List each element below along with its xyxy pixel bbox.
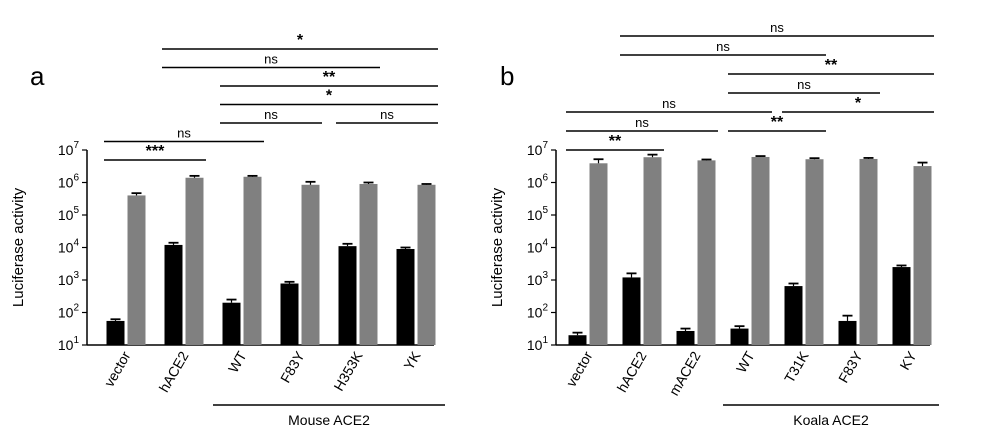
significance-label: ** — [825, 57, 838, 74]
y-tick-label: 101 — [527, 335, 549, 353]
x-tick-label: H353K — [330, 348, 366, 394]
group-label: Koala ACE2 — [793, 412, 869, 428]
bar-mACE2-series-2 — [697, 160, 716, 345]
significance-label: * — [326, 88, 333, 105]
bar-F83Y-series-2 — [301, 184, 320, 345]
bar-T31K-series-1 — [784, 286, 803, 345]
bar-vector-series-2 — [589, 163, 608, 345]
bar-hACE2-series-2 — [185, 177, 204, 345]
bar-hACE2-series-1 — [164, 244, 183, 345]
bar-WT-series-2 — [751, 156, 770, 345]
bar-WT-series-2 — [243, 176, 262, 345]
y-tick-label: 103 — [527, 270, 549, 288]
bar-F83Y-series-1 — [280, 283, 299, 345]
significance-label: ns — [716, 39, 730, 54]
y-tick-label: 106 — [527, 173, 549, 191]
panel-b: b Luciferase activity 101 102 103 104 105 106 10… — [489, 20, 939, 428]
y-axis-label: Luciferase activity — [489, 187, 506, 307]
bar-KY-series-2 — [913, 166, 932, 345]
significance-label: ns — [770, 20, 784, 35]
x-tick-label: T31K — [781, 348, 812, 386]
x-tick-label: vector — [101, 348, 134, 389]
bar-H353K-series-2 — [359, 183, 378, 345]
significance-label: ns — [797, 77, 811, 92]
y-tick-label: 101 — [58, 335, 80, 353]
y-tick-label: 107 — [58, 140, 80, 158]
x-tick-label: WT — [733, 348, 758, 375]
bar-T31K-series-2 — [805, 159, 824, 345]
significance-label: ns — [380, 107, 394, 122]
x-tick-label: F83Y — [835, 348, 866, 386]
significance-label: ** — [609, 133, 622, 150]
y-tick-label: 107 — [527, 140, 549, 158]
x-tick-label: vector — [563, 348, 596, 389]
bar-WT-series-1 — [730, 328, 749, 345]
y-axis-label: Luciferase activity — [10, 187, 27, 307]
y-tick-label: 106 — [58, 173, 80, 191]
significance-label: ns — [635, 115, 649, 130]
x-tick-label: YK — [400, 348, 424, 373]
significance-label: ns — [264, 52, 278, 67]
bar-YK-series-1 — [396, 248, 415, 345]
x-tick-label: WT — [225, 348, 250, 375]
x-tick-label: KY — [896, 348, 920, 373]
significance-label: *** — [146, 143, 165, 160]
bar-vector-series-1 — [106, 320, 125, 345]
panel-label: b — [500, 61, 514, 91]
bar-F83Y-series-1 — [838, 320, 857, 345]
x-tick-label: hACE2 — [156, 348, 192, 395]
significance-label: ** — [323, 69, 336, 86]
significance-label: ns — [177, 126, 191, 141]
bar-KY-series-1 — [892, 267, 911, 345]
group-label: Mouse ACE2 — [288, 412, 370, 428]
x-tick-label: mACE2 — [666, 348, 704, 398]
panel-label: a — [30, 61, 45, 91]
y-tick-label: 105 — [58, 205, 80, 223]
y-tick-label: 105 — [527, 205, 549, 223]
significance-label: ns — [662, 96, 676, 111]
x-tick-label: hACE2 — [614, 348, 650, 395]
bar-F83Y-series-2 — [859, 158, 878, 345]
bar-WT-series-1 — [222, 302, 241, 345]
bar-mACE2-series-1 — [676, 330, 695, 345]
bar-hACE2-series-2 — [643, 157, 662, 345]
bar-vector-series-2 — [127, 195, 146, 345]
y-tick-label: 102 — [58, 303, 80, 321]
y-tick-label: 104 — [58, 238, 80, 256]
y-tick-label: 104 — [527, 238, 549, 256]
x-tick-label: F83Y — [277, 348, 308, 386]
panel-a: a Luciferase activity 101 102 103 104 105 106 10… — [10, 32, 445, 428]
y-tick-label: 103 — [58, 270, 80, 288]
bar-H353K-series-1 — [338, 246, 357, 345]
bar-YK-series-2 — [417, 184, 436, 345]
bar-vector-series-1 — [568, 335, 587, 345]
significance-label: * — [855, 95, 862, 112]
y-tick-label: 102 — [527, 303, 549, 321]
significance-label: ns — [264, 107, 278, 122]
significance-label: * — [297, 32, 304, 49]
significance-label: ** — [771, 114, 784, 131]
bar-hACE2-series-1 — [622, 277, 641, 345]
